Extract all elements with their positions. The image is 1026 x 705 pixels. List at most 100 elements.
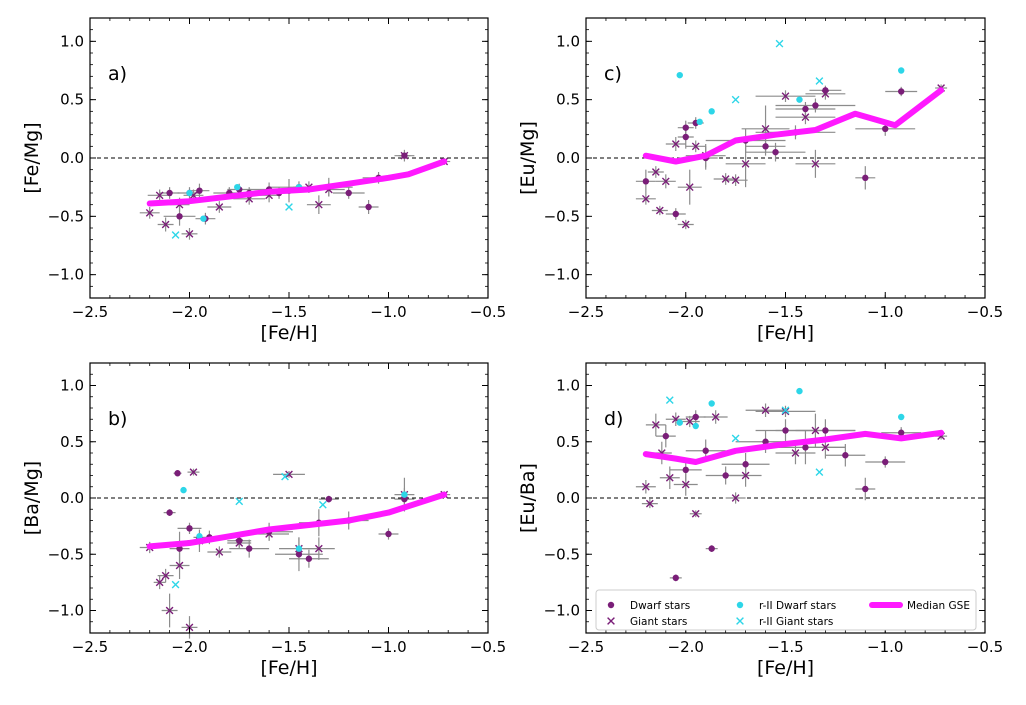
- dwarf-point: [762, 438, 769, 445]
- dwarf-point: [174, 470, 181, 477]
- dwarf-point: [722, 472, 729, 479]
- x-tick-label: −1.5: [767, 303, 803, 321]
- dwarf-point: [682, 133, 689, 141]
- x-tick-label: −0.5: [470, 303, 506, 321]
- r2-dwarf-point: [708, 400, 715, 407]
- median-line: [146, 491, 448, 550]
- r2-dwarf-point: [234, 183, 241, 191]
- dwarf-point: [692, 413, 699, 421]
- r2-giant-point: [775, 39, 784, 48]
- giant-point: [791, 449, 800, 457]
- r2-giant-point: [171, 580, 180, 589]
- y-tick-label: −0.5: [48, 207, 84, 225]
- y-tick-label: −0.5: [48, 545, 84, 563]
- y-axis-label: [Eu/Ba]: [517, 463, 539, 533]
- y-tick-label: 1.0: [60, 32, 84, 50]
- x-tick-label: −0.5: [470, 638, 506, 656]
- legend-frame: [595, 589, 977, 631]
- legend-giant-marker: [607, 617, 615, 625]
- dwarf-point: [196, 187, 203, 194]
- dwarf-point: [186, 525, 193, 532]
- x-tick-label: −2.5: [568, 638, 604, 656]
- dwarf-point: [176, 213, 183, 220]
- r2-dwarf-point: [200, 215, 207, 222]
- dwarf-point: [166, 509, 173, 516]
- giant-point: [741, 159, 750, 168]
- panel-b: −2.5 −2.0 −1.5 −1.0 −0.5 −1.0 −0.5 0.0 0.5 1.0 b) […: [21, 362, 506, 679]
- giant-point: [691, 142, 700, 151]
- giant-point: [681, 480, 690, 489]
- x-tick-label: −0.5: [967, 638, 1003, 656]
- legend: Dwarf stars Giant stars r-II Dwarf stars r-…: [595, 589, 977, 631]
- giant-point: [711, 413, 720, 421]
- dwarf-point: [246, 545, 253, 552]
- panel-label: a): [108, 63, 127, 85]
- dwarf-point: [882, 125, 889, 133]
- r2-dwarf-point: [692, 422, 699, 430]
- y-tick-label: −1.0: [544, 602, 580, 620]
- dwarf-point: [682, 124, 689, 131]
- dwarf-point: [742, 461, 749, 468]
- x-tick-label: −1.0: [867, 303, 903, 321]
- giant-point: [155, 578, 164, 587]
- r2-giant-point: [171, 231, 180, 239]
- giant-point: [731, 494, 740, 502]
- r2-giant-point: [815, 468, 824, 477]
- giant-point: [215, 203, 224, 211]
- errorbars: [635, 84, 948, 230]
- legend-r2dwarf-marker: [736, 601, 744, 609]
- y-tick-label: −0.5: [544, 545, 580, 563]
- r2-giant-point: [235, 497, 244, 506]
- dwarf-point: [772, 148, 779, 156]
- y-tick-label: −1.0: [48, 602, 84, 620]
- dwarf-point: [822, 427, 829, 434]
- y-tick-label: 1.0: [556, 32, 580, 50]
- panel-c: −2.5 −2.0 −1.5 −1.0 −0.5 −1.0 −0.5 0.0 0.5 1.0 c) […: [517, 17, 1003, 344]
- dwarf-point: [898, 88, 905, 95]
- x-tick-label: −0.5: [967, 303, 1003, 321]
- y-tick-label: 0.5: [556, 91, 580, 109]
- r2-dwarf-point: [676, 419, 683, 426]
- panel-d: −2.5 −2.0 −1.5 −1.0 −0.5 −1.0 −0.5 0.0 0.5 1.0 d) […: [517, 362, 1003, 679]
- x-tick-label: −1.0: [370, 303, 406, 321]
- legend-r2giant-label: r-II Giant stars: [759, 616, 833, 628]
- x-tick-label: −2.0: [668, 638, 704, 656]
- panel-label: c): [604, 63, 622, 85]
- panel-a: −2.5 −2.0 −1.5 −1.0 −0.5 −1.0 −0.5 0.0 0.5 1.0 a) […: [21, 17, 506, 344]
- r2-giant-point: [731, 434, 740, 443]
- giant-point: [685, 417, 694, 426]
- giant-point: [661, 177, 670, 186]
- dwarf-point: [345, 189, 352, 197]
- y-tick-label: 0.0: [556, 489, 580, 507]
- x-axis-label: [Fe/H]: [260, 322, 317, 344]
- giant-point: [761, 124, 770, 133]
- legend-giant-label: Giant stars: [630, 616, 687, 628]
- legend-median-label: Median GSE: [907, 600, 970, 612]
- giant-point: [651, 168, 660, 176]
- giant-point: [185, 229, 194, 238]
- ticks: −2.5 −2.0 −1.5 −1.0 −0.5 −1.0 −0.5 0.0 0.5 1.0: [48, 362, 506, 656]
- r2-giant-point: [781, 406, 790, 415]
- ticks: −2.5 −2.0 −1.5 −1.0 −0.5 −1.0 −0.5 0.0 0.5 1.0: [544, 17, 1003, 321]
- dwarf-point: [802, 105, 809, 113]
- dwarf-point: [325, 495, 332, 503]
- dwarf-point: [702, 447, 709, 454]
- dwarf-point: [762, 143, 769, 150]
- r2-dwarf-point: [295, 545, 303, 552]
- dwarf-point: [672, 210, 679, 218]
- giant-point: [175, 561, 184, 570]
- points: [641, 39, 946, 229]
- points: [145, 151, 449, 239]
- x-tick-label: −1.5: [271, 638, 307, 656]
- x-tick-label: −1.5: [767, 638, 803, 656]
- x-axis-label: [Fe/H]: [260, 657, 317, 679]
- r2-dwarf-point: [196, 533, 203, 540]
- dwarf-point: [672, 574, 679, 582]
- y-tick-label: −1.0: [48, 266, 84, 284]
- x-tick-label: −2.0: [171, 638, 207, 656]
- y-tick-label: 0.0: [60, 149, 84, 167]
- dwarf-point: [708, 545, 715, 552]
- median-line: [642, 429, 945, 465]
- y-tick-label: 1.0: [60, 377, 84, 395]
- giant-point: [811, 426, 820, 435]
